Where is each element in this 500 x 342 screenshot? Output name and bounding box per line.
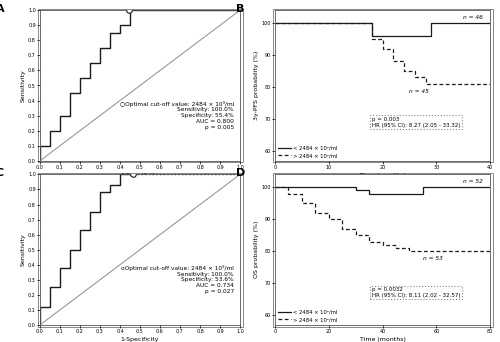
Y-axis label: Sensitivity: Sensitivity xyxy=(20,233,25,266)
Legend: < 2484 × 10⁹/ml, > 2484 × 10⁹/ml: < 2484 × 10⁹/ml, > 2484 × 10⁹/ml xyxy=(278,145,338,158)
Text: C: C xyxy=(0,168,4,179)
Text: oOptimal cut-off value: 2484 × 10⁹/ml
Sensitivity: 100.0%
Specificity: 53.6%
AUC: oOptimal cut-off value: 2484 × 10⁹/ml Se… xyxy=(121,265,234,294)
Text: p = 0.003
HR (95% CI): 8.27 (2.05 - 33.32): p = 0.003 HR (95% CI): 8.27 (2.05 - 33.3… xyxy=(372,117,460,128)
Text: p = 0.0032
HR (95% CI): 8.11 (2.02 - 32.57): p = 0.0032 HR (95% CI): 8.11 (2.02 - 32.… xyxy=(372,287,460,298)
Text: ○Optimal cut-off value: 2484 × 10⁹/ml
Sensitivity: 100.0%
Specificity: 55.4%
AUC: ○Optimal cut-off value: 2484 × 10⁹/ml Se… xyxy=(120,101,234,130)
Y-axis label: 3y-PFS probability (%): 3y-PFS probability (%) xyxy=(254,51,258,120)
Text: n = 52: n = 52 xyxy=(463,179,483,184)
Text: n = 45: n = 45 xyxy=(410,89,429,93)
X-axis label: Time (months): Time (months) xyxy=(360,337,406,342)
Y-axis label: Sensitivity: Sensitivity xyxy=(20,69,25,102)
Y-axis label: OS probability (%): OS probability (%) xyxy=(254,221,258,278)
X-axis label: Time (months): Time (months) xyxy=(360,173,406,178)
Text: B: B xyxy=(236,4,244,14)
Legend: < 2484 × 10⁹/ml, > 2484 × 10⁹/ml: < 2484 × 10⁹/ml, > 2484 × 10⁹/ml xyxy=(278,310,338,322)
Text: D: D xyxy=(236,168,246,179)
X-axis label: 1-Specificity: 1-Specificity xyxy=(121,337,159,342)
Text: n = 53: n = 53 xyxy=(423,256,442,261)
X-axis label: 1-Specificity: 1-Specificity xyxy=(121,173,159,178)
Text: n = 46: n = 46 xyxy=(463,15,483,20)
Text: A: A xyxy=(0,4,4,14)
